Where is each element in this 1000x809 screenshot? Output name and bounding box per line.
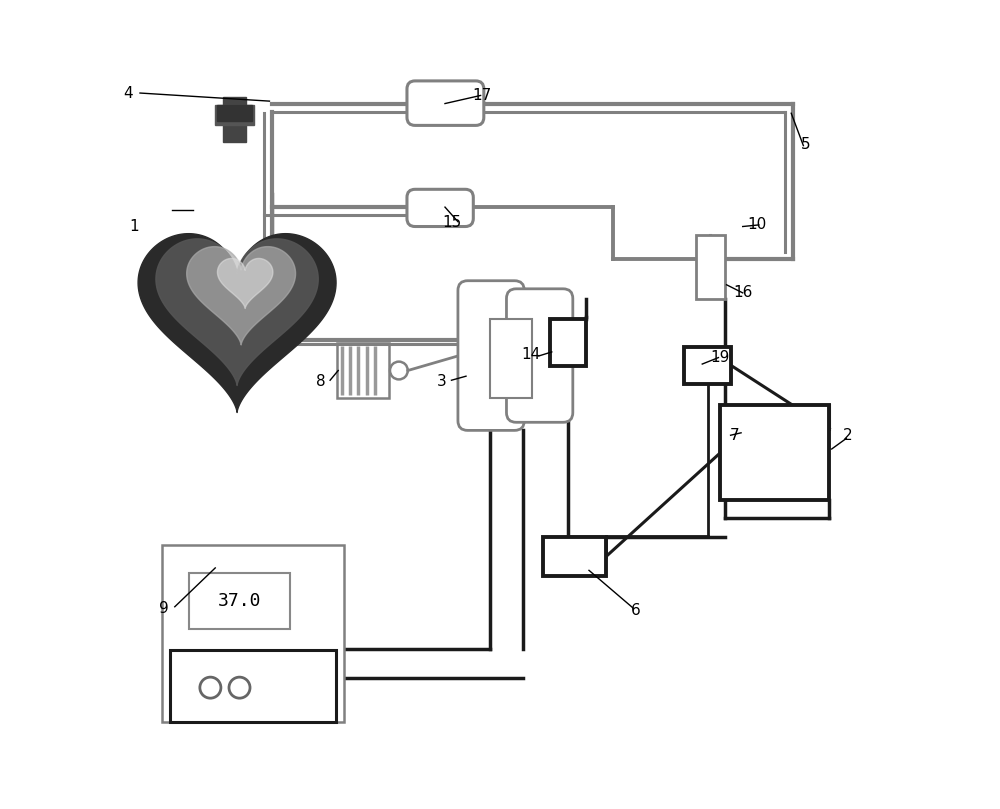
Text: 3: 3 (437, 375, 447, 389)
Bar (490, 319, 532, 398)
Bar (696, 235, 725, 299)
Text: 19: 19 (710, 350, 730, 365)
FancyBboxPatch shape (407, 81, 484, 125)
Bar (543, 537, 606, 576)
Text: 17: 17 (473, 88, 492, 103)
Text: 8: 8 (316, 375, 325, 389)
Bar (550, 319, 586, 366)
Text: 7: 7 (730, 428, 739, 443)
Bar (337, 343, 389, 398)
FancyBboxPatch shape (458, 281, 524, 430)
Text: 4: 4 (123, 86, 133, 100)
Bar (720, 404, 829, 500)
FancyBboxPatch shape (407, 189, 473, 227)
Text: 10: 10 (748, 218, 767, 232)
Polygon shape (138, 234, 336, 413)
Text: 16: 16 (733, 286, 752, 300)
FancyBboxPatch shape (506, 289, 573, 422)
Bar (170, 650, 336, 722)
Bar (684, 347, 731, 384)
Bar (217, 105, 252, 121)
Text: 2: 2 (843, 428, 853, 443)
Text: 14: 14 (521, 347, 540, 362)
Text: 5: 5 (801, 137, 811, 151)
Polygon shape (187, 247, 296, 345)
Text: 1: 1 (130, 219, 139, 234)
Polygon shape (217, 258, 273, 308)
Bar (215, 105, 254, 125)
Text: 37.0: 37.0 (217, 592, 261, 610)
Bar (223, 97, 246, 142)
Polygon shape (156, 239, 318, 386)
Text: 9: 9 (159, 601, 169, 616)
Bar (189, 573, 290, 629)
Bar (162, 545, 344, 722)
Text: 6: 6 (631, 604, 641, 618)
Text: 15: 15 (442, 215, 461, 230)
